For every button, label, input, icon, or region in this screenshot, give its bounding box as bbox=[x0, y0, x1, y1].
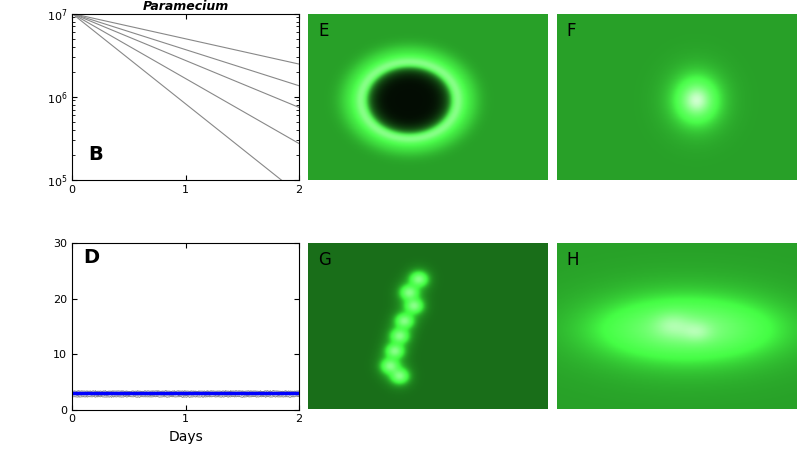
Text: E: E bbox=[318, 22, 329, 40]
Text: H: H bbox=[566, 252, 579, 270]
Text: B: B bbox=[88, 145, 102, 164]
X-axis label: Days: Days bbox=[168, 430, 203, 444]
Text: F: F bbox=[566, 22, 576, 40]
Title: Paramecium: Paramecium bbox=[142, 0, 229, 13]
Text: D: D bbox=[83, 248, 99, 267]
Text: G: G bbox=[318, 252, 331, 270]
